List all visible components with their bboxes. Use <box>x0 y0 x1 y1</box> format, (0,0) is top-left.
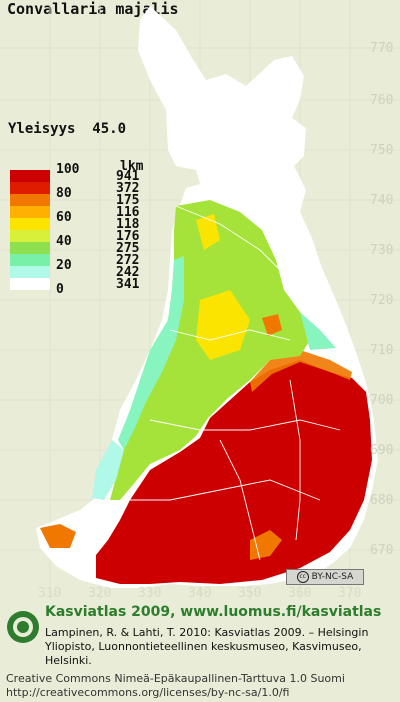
district-boundaries <box>120 99 341 561</box>
range-fringe-cyan <box>118 256 184 450</box>
lkm-header: lkm <box>120 159 144 174</box>
legend-swatch <box>10 206 50 218</box>
legend-label-0: 0 <box>56 282 64 297</box>
grid-label-750: 750 <box>370 143 394 158</box>
grid-label-330: 330 <box>138 586 162 601</box>
lkm-value: 116 <box>116 205 140 220</box>
footer: Kasviatlas 2009, www.luomus.fi/kasviatla… <box>0 600 400 702</box>
lkm-value: 175 <box>116 193 140 208</box>
grid-label-680: 680 <box>370 493 394 508</box>
legend-label-80: 80 <box>56 186 72 201</box>
license-url[interactable]: http://creativecommons.org/licenses/by-n… <box>6 686 290 699</box>
legend-swatch <box>10 170 50 182</box>
license-text: Creative Commons Nimeä-Epäkaupallinen-Ta… <box>6 672 345 685</box>
kasviatlas-logo-icon <box>7 611 39 643</box>
grid-label-360: 360 <box>288 586 312 601</box>
lkm-value: 341 <box>116 277 140 292</box>
range-core-south <box>96 360 372 584</box>
legend-label-60: 60 <box>56 210 72 225</box>
grid-label-350: 350 <box>238 586 262 601</box>
cc-icon: cc <box>296 571 309 583</box>
grid-label-310: 310 <box>38 586 62 601</box>
footer-license: Creative Commons Nimeä-Epäkaupallinen-Ta… <box>6 672 345 700</box>
lkm-value: 372 <box>116 181 140 196</box>
lkm-value: 275 <box>116 241 140 256</box>
cc-license-badge[interactable]: cc BY-NC-SA <box>286 569 364 585</box>
legend-swatch <box>10 266 50 278</box>
legend-swatch <box>10 218 50 230</box>
grid-label-760: 760 <box>370 93 394 108</box>
lkm-value: 118 <box>116 217 140 232</box>
grid-label-740: 740 <box>370 193 394 208</box>
lkm-value: 176 <box>116 229 140 244</box>
lkm-value: 272 <box>116 253 140 268</box>
grid-label-690: 690 <box>370 443 394 458</box>
legend-swatch <box>10 230 50 242</box>
frequency-label: Yleisyys <box>8 121 76 137</box>
grid-label-700: 700 <box>370 393 394 408</box>
legend-swatch <box>10 254 50 266</box>
cc-badge-label: BY-NC-SA <box>311 572 354 582</box>
grid-label-730: 730 <box>370 243 394 258</box>
legend-swatch <box>10 278 50 290</box>
legend-swatch <box>10 194 50 206</box>
frequency-line: Yleisyys 45.0 <box>8 121 126 137</box>
lkm-value: 242 <box>116 265 140 280</box>
legend-label-100: 100 <box>56 162 80 177</box>
distribution-map <box>36 6 378 588</box>
grid-label-670: 670 <box>370 543 394 558</box>
grid-label-370: 370 <box>338 586 362 601</box>
legend-swatch <box>10 182 50 194</box>
footer-title: Kasviatlas 2009, www.luomus.fi/kasviatla… <box>45 604 382 620</box>
grid-label-320: 320 <box>88 586 112 601</box>
grid-label-770: 770 <box>370 41 394 56</box>
lkm-value: 941 <box>116 169 140 184</box>
grid-label-340: 340 <box>188 586 212 601</box>
legend-label-40: 40 <box>56 234 72 249</box>
grid-label-710: 710 <box>370 343 394 358</box>
footer-citation: Lampinen, R. & Lahti, T. 2010: Kasviatla… <box>45 626 369 667</box>
grid-label-720: 720 <box>370 293 394 308</box>
range-fringe-orange <box>250 350 352 392</box>
legend-label-20: 20 <box>56 258 72 273</box>
legend-swatch <box>10 242 50 254</box>
frequency-value: 45.0 <box>92 121 127 137</box>
